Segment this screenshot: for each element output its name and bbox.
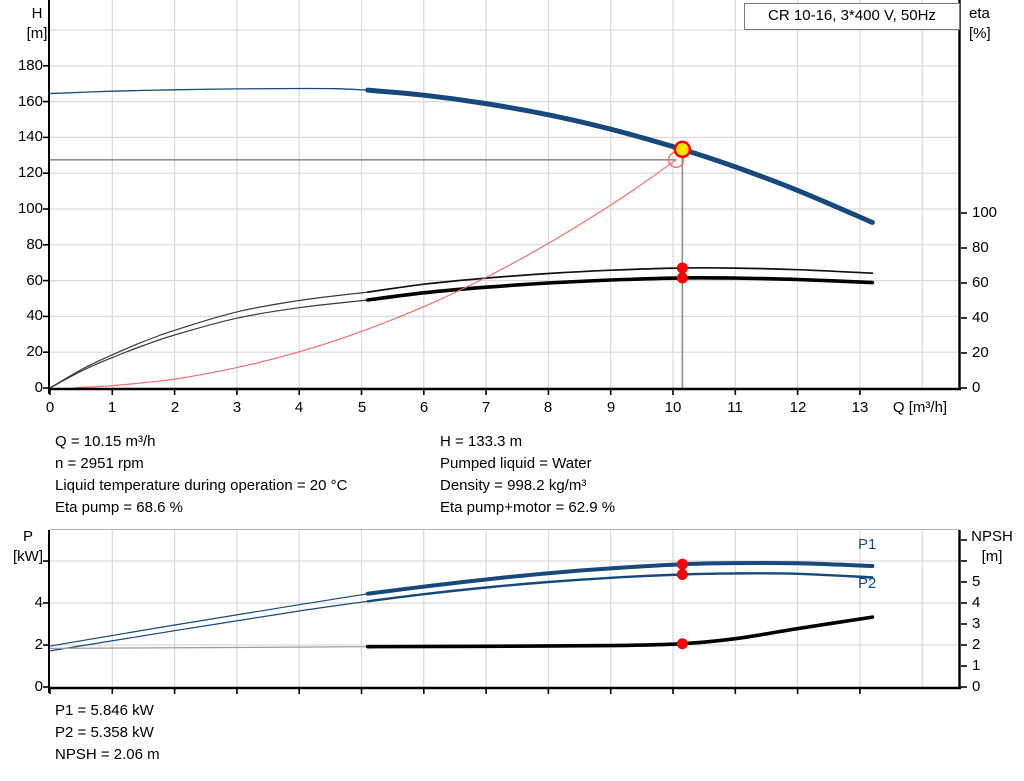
right-tick-label: 0 (972, 379, 981, 396)
p2-curve (366, 572, 874, 603)
x-tick-label: 5 (357, 399, 367, 416)
x-tick-label: 11 (727, 399, 743, 416)
op-head: H = 133.3 m (440, 433, 523, 450)
npsh-curve (365, 615, 875, 649)
op-eta-pump-motor: Eta pump+motor = 62.9 % (440, 499, 616, 516)
left-tick-label: 120 (17, 164, 43, 181)
left-tick-label: 4 (34, 594, 43, 611)
right-tick-label: 80 (972, 239, 989, 256)
right-tick-label: 0 (972, 678, 981, 695)
op-density: Density = 998.2 kg/m³ (440, 477, 587, 494)
x-tick-label: 13 (851, 399, 869, 416)
right-tick-label: 40 (972, 309, 989, 326)
left-tick-label: 60 (26, 272, 43, 289)
op-temperature: Liquid temperature during operation = 20… (55, 477, 348, 494)
x-tick-label: 9 (606, 399, 616, 416)
x-tick-label: 6 (419, 399, 429, 416)
op-eta-pump: Eta pump = 68.6 % (55, 499, 183, 516)
op-speed: n = 2951 rpm (55, 455, 144, 472)
p2-curve-label: P2 (858, 575, 877, 592)
right-tick-label: 3 (972, 615, 981, 632)
left-tick-label: 40 (26, 307, 43, 324)
x-tick-label: 2 (170, 399, 180, 416)
right-tick-label: 4 (972, 594, 981, 611)
p1-curve-thin (49, 593, 369, 647)
npsh-curve-thin (49, 646, 369, 649)
left-tick-label: 160 (17, 93, 43, 110)
eta-axis-title: eta [%] (969, 5, 991, 42)
x-tick-label: 12 (789, 399, 807, 416)
x-tick-label: 4 (294, 399, 304, 416)
p1-curve-label: P1 (858, 536, 877, 553)
result-npsh: NPSH = 2.06 m (55, 746, 160, 763)
right-tick-label: 60 (972, 274, 989, 291)
left-tick-label: 20 (26, 343, 43, 360)
system-curve (74, 159, 677, 389)
eta-pump-curve-thin (49, 291, 369, 389)
result-p1: P1 = 5.846 kW (55, 702, 154, 719)
x-tick-label: 7 (481, 399, 491, 416)
pump-type-title: CR 10-16, 3*400 V, 50Hz (744, 3, 960, 30)
q-axis-title: Q [m³/h] (892, 399, 948, 416)
eta-pump-motor-curve (365, 275, 875, 302)
left-tick-label: 80 (26, 236, 43, 253)
right-tick-label: 2 (972, 636, 981, 653)
right-tick-label: 5 (972, 573, 981, 590)
p2-curve-thin (49, 600, 369, 652)
right-tick-label: 20 (972, 344, 989, 361)
left-tick-label: 2 (34, 636, 43, 653)
right-tick-label: 1 (972, 657, 981, 674)
operating-value-dot (676, 568, 688, 580)
x-tick-label: 10 (664, 399, 682, 416)
op-flow: Q = 10.15 m³/h (55, 433, 156, 450)
left-tick-label: 180 (17, 57, 43, 74)
head-curve-rated-thin (49, 87, 369, 95)
eta-pump-curve (366, 266, 874, 293)
left-tick-label: 140 (17, 128, 43, 145)
duty-point-marker (673, 140, 692, 159)
operating-value-dot (676, 272, 688, 284)
operating-value-dot (676, 262, 688, 274)
x-tick-label: 3 (232, 399, 242, 416)
left-tick-label: 100 (17, 200, 43, 217)
right-tick-label: 100 (972, 204, 998, 221)
p-axis-title: P [kW] (13, 528, 43, 565)
p1-curve (365, 560, 875, 596)
x-tick-label: 1 (107, 399, 117, 416)
left-tick-label: 0 (34, 379, 43, 396)
h-axis-title: H [m] (26, 5, 48, 42)
result-p2: P2 = 5.358 kW (55, 724, 154, 741)
left-tick-label: 0 (34, 678, 43, 695)
npsh-axis-title: NPSH [m] (971, 528, 1013, 565)
x-tick-label: 0 (45, 399, 55, 416)
eta-pump-motor-curve-thin (49, 299, 369, 389)
head-curve-duty-thick (365, 87, 875, 225)
op-liquid: Pumped liquid = Water (440, 455, 592, 472)
operating-value-dot (676, 558, 688, 570)
x-tick-label: 8 (543, 399, 553, 416)
operating-value-dot (676, 638, 688, 650)
